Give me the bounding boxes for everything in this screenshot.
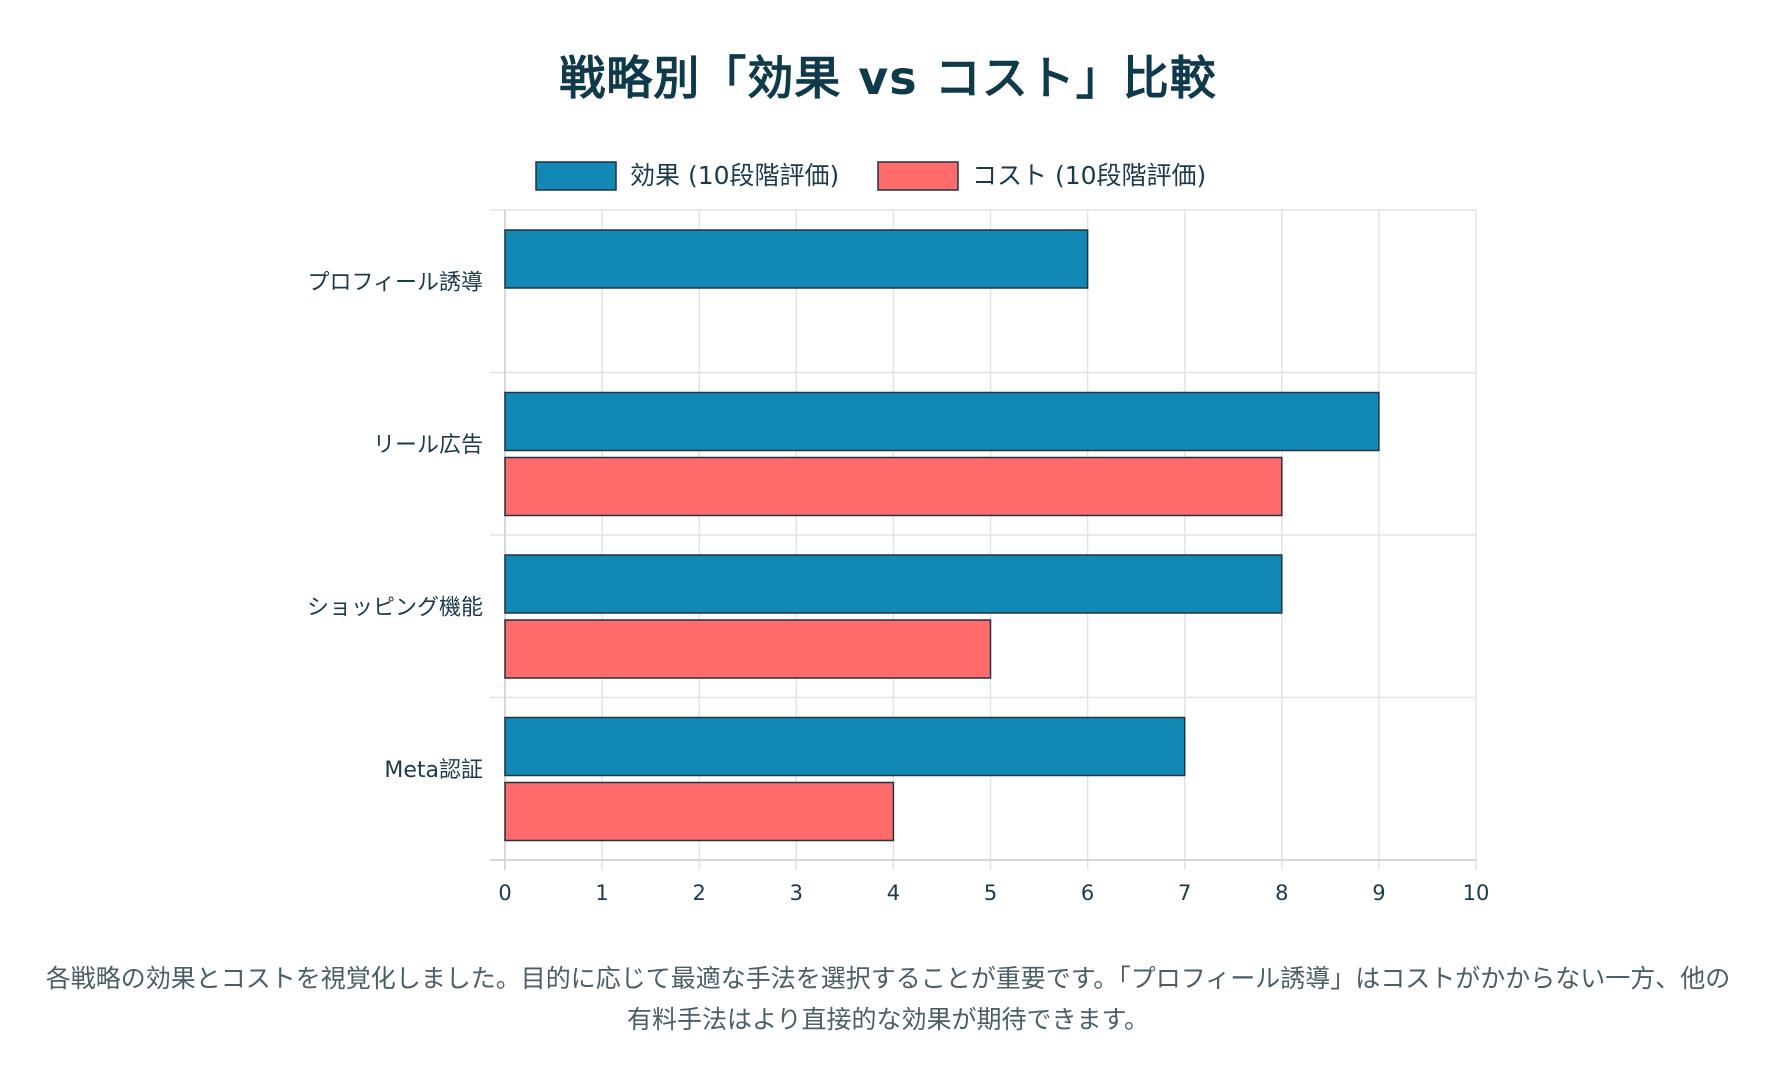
bar-effect-0 — [504, 229, 1089, 289]
bar-cost-3 — [504, 781, 895, 842]
category-label-3: Meta認証 — [384, 758, 483, 783]
bar-effect-1 — [504, 391, 1380, 452]
x-tick-label-10: 10 — [1463, 881, 1490, 905]
x-tick-label-0: 0 — [498, 881, 511, 905]
legend-swatch-effect — [535, 161, 617, 191]
x-tick-label-3: 3 — [790, 881, 803, 905]
x-tick-label-5: 5 — [984, 881, 997, 905]
x-tick-label-4: 4 — [887, 881, 900, 905]
x-tick-label-2: 2 — [693, 881, 706, 905]
grid-lines — [490, 209, 1477, 870]
legend-swatch-cost — [877, 161, 959, 191]
category-label-1: リール広告 — [373, 433, 483, 458]
legend-label-cost: コスト (10段階評価) — [972, 161, 1206, 190]
x-tick-label-6: 6 — [1081, 881, 1094, 905]
legend: 効果 (10段階評価) コスト (10段階評価) — [535, 161, 1206, 191]
x-tick-label-8: 8 — [1275, 881, 1288, 905]
bar-cost-1 — [504, 456, 1283, 517]
chart-title: 戦略別「効果 vs コスト」比較 — [559, 51, 1217, 105]
bar-effect-3 — [504, 716, 1186, 777]
legend-label-effect: 効果 (10段階評価) — [630, 161, 839, 190]
bar-chart: 効果 (10段階評価) コスト (10段階評価) プロフィール誘導リール広告ショッ… — [307, 161, 1489, 905]
category-label-2: ショッピング機能 — [307, 595, 483, 620]
chart-caption: 各戦略の効果とコストを視覚化しました。目的に応じて最適な手法を選択することが重要… — [45, 964, 1731, 1034]
category-label-0: プロフィール誘導 — [307, 270, 483, 295]
x-tick-label-7: 7 — [1178, 881, 1191, 905]
bar-cost-2 — [504, 619, 992, 679]
x-tick-label-1: 1 — [595, 881, 608, 905]
x-tick-label-9: 9 — [1372, 881, 1385, 905]
bars — [504, 229, 1380, 842]
bar-effect-2 — [504, 554, 1283, 614]
